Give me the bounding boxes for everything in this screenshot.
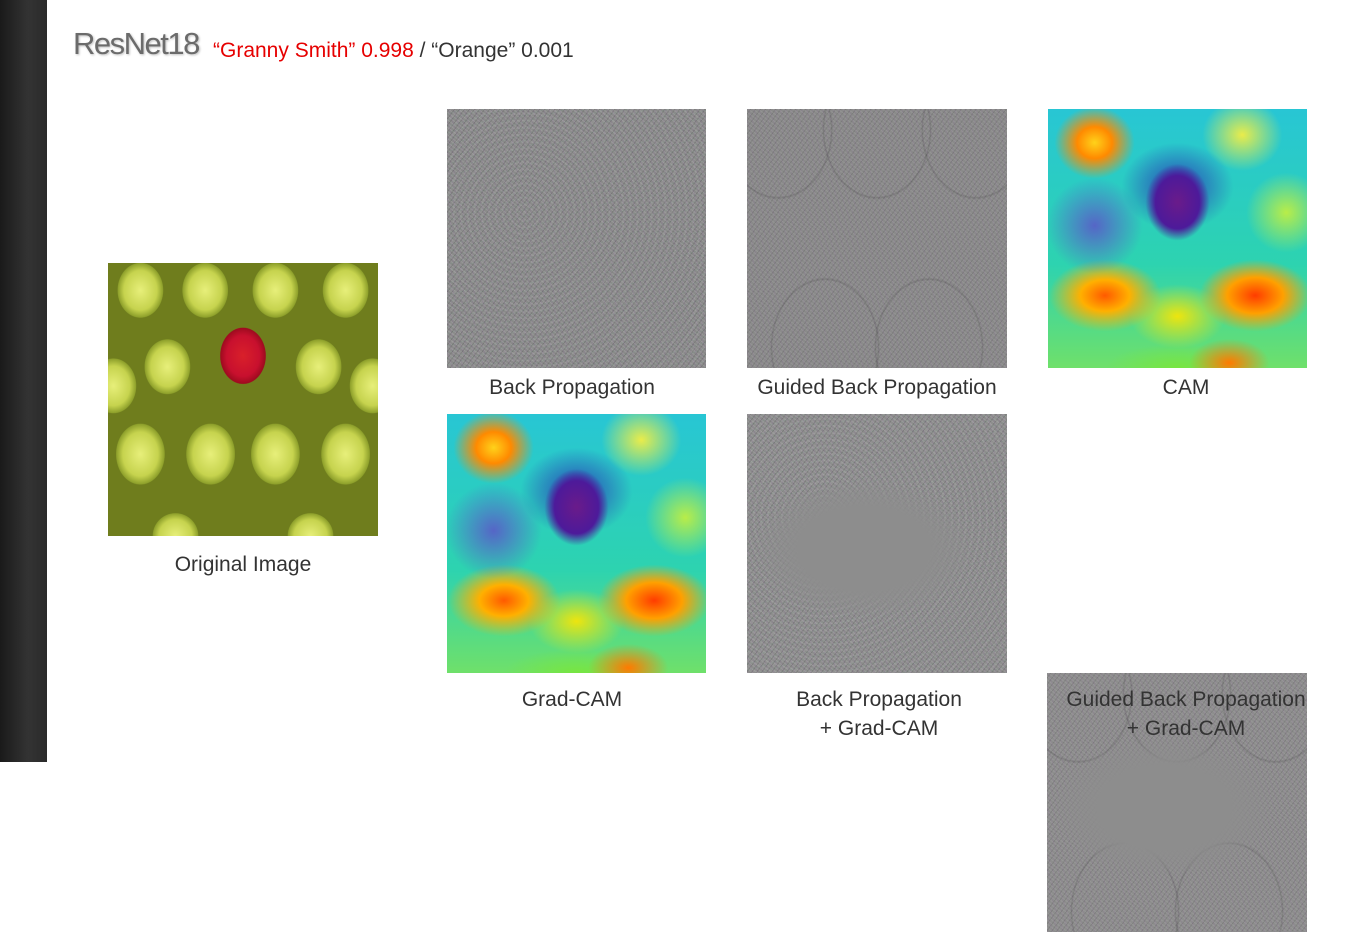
back-propagation-grad-cam-caption: Back Propagation + Grad-CAM	[729, 685, 1029, 743]
second-prediction: “Orange” 0.001	[431, 39, 574, 62]
back-propagation-caption: Back Propagation	[489, 376, 655, 399]
caption-line-2: + Grad-CAM	[1126, 717, 1246, 740]
grad-cam-heatmap	[447, 414, 706, 673]
back-propagation-map	[447, 109, 706, 368]
slide-side-bar	[0, 0, 47, 762]
prediction-line: “Granny Smith” 0.998 / “Orange” 0.001	[213, 39, 574, 63]
guided-back-propagation-map	[747, 109, 1007, 368]
caption-line-1: Back Propagation	[796, 688, 962, 711]
original-image-caption: Original Image	[174, 553, 312, 576]
grad-cam-caption: Grad-CAM	[521, 688, 623, 711]
original-image	[108, 263, 378, 536]
guided-back-propagation-grad-cam-caption: Guided Back Propagation + Grad-CAM	[1036, 685, 1336, 743]
top-prediction: “Granny Smith” 0.998	[213, 39, 414, 62]
cam-caption: CAM	[1162, 376, 1210, 399]
caption-line-1: Guided Back Propagation	[1066, 688, 1306, 711]
back-propagation-grad-cam-map	[747, 414, 1007, 673]
cam-heatmap	[1048, 109, 1307, 368]
caption-line-2: + Grad-CAM	[819, 717, 939, 740]
prediction-separator: /	[413, 39, 432, 62]
guided-back-propagation-caption: Guided Back Propagation	[757, 376, 997, 399]
model-title: ResNet18	[73, 26, 200, 61]
